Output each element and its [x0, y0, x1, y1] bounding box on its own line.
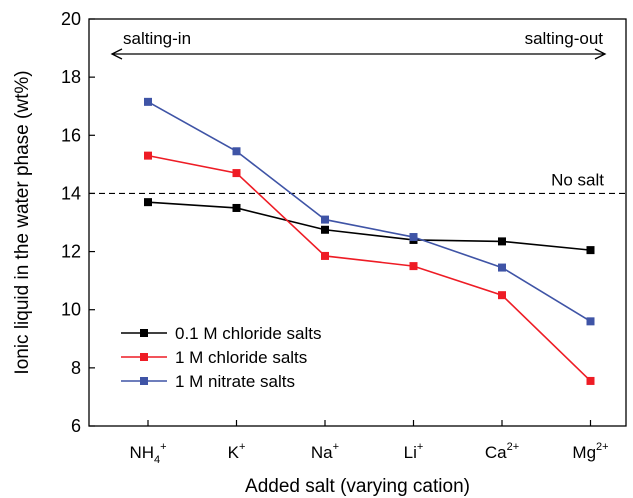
arrow-head-right: [594, 48, 607, 60]
legend-marker-0: [140, 329, 148, 337]
plot-marks: [89, 48, 626, 385]
series-2-point: [232, 147, 241, 156]
plot-labels: salting-in salting-out No salt Added sal…: [12, 29, 604, 497]
series-0-point: [232, 203, 241, 212]
series-1-point: [586, 376, 595, 385]
salting-out-label: salting-out: [525, 29, 604, 48]
x-tick-label: K+: [228, 441, 246, 462]
y-tick-label: 20: [61, 9, 81, 29]
x-axis-title: Added salt (varying cation): [245, 476, 470, 497]
series-0-point: [586, 246, 595, 255]
series-1-point: [232, 169, 241, 178]
arrow-head-left: [110, 48, 123, 60]
y-tick-label: 8: [71, 358, 81, 378]
series-2-point: [144, 97, 152, 106]
legend-label-0: 0.1 M chloride salts: [175, 324, 321, 343]
legend-marker-1: [140, 353, 148, 361]
y-axis-title: Ionic liquid in the water phase (wt%): [12, 70, 33, 374]
y-tick-label: 10: [61, 300, 81, 320]
series-line-1: [147, 154, 592, 382]
legend-label-1: 1 M chloride salts: [175, 348, 307, 367]
series-2-point: [409, 233, 418, 242]
series-1-point: [409, 262, 418, 271]
plot-axes: 6 8 10 12 14 16 18 20 NH4+ K+ Na+ Li+ Ca2+ Mg2+: [61, 9, 627, 466]
series-2-point: [321, 215, 329, 224]
series-0-point: [144, 198, 152, 207]
x-tick-label: Na+: [311, 441, 339, 462]
y-tick-label: 6: [71, 416, 81, 436]
legend-label-2: 1 M nitrate salts: [175, 372, 295, 391]
y-tick-label: 18: [61, 67, 81, 87]
x-tick-label: Li+: [404, 441, 424, 462]
series-line-2: [147, 101, 591, 323]
series-1-point: [498, 291, 506, 300]
series-2-point: [586, 317, 595, 326]
salting-in-label: salting-in: [123, 29, 191, 48]
series-1-point: [321, 251, 329, 260]
y-tick-label: 12: [61, 242, 81, 262]
legend-marker-2: [140, 377, 148, 385]
y-tick-label: 16: [61, 125, 81, 145]
series-0-point: [498, 237, 506, 246]
y-tick-label: 14: [61, 183, 81, 203]
series-1-point: [144, 151, 152, 160]
legend: 0.1 M chloride salts 1 M chloride salts 1 …: [121, 324, 321, 391]
x-tick-label: NH4+: [129, 441, 166, 466]
x-tick-label: Mg2+: [572, 441, 608, 462]
plot-frame: [88, 18, 627, 427]
series-2-point: [498, 263, 506, 272]
series-0-point: [321, 225, 329, 234]
x-tick-label: Ca2+: [485, 441, 519, 462]
no-salt-label: No salt: [551, 170, 604, 189]
series-line-0: [147, 201, 591, 251]
